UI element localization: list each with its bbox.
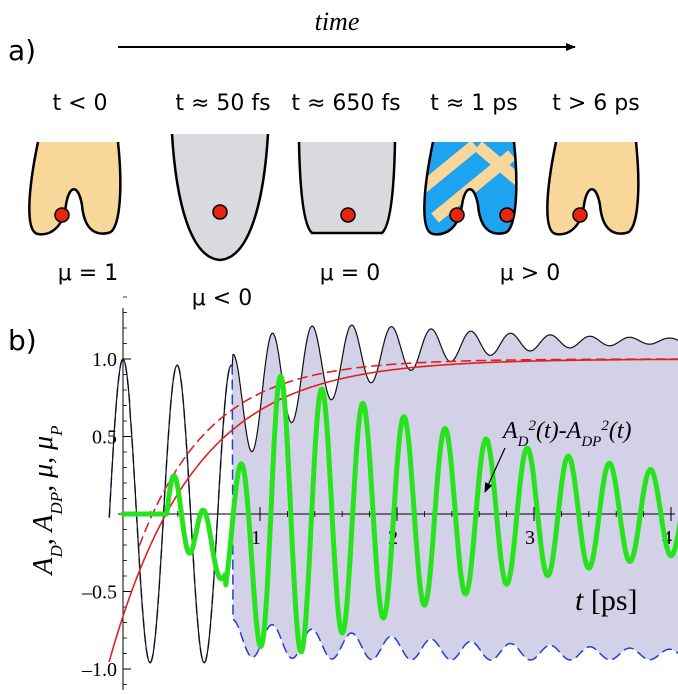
- potential-well-1: [28, 141, 122, 236]
- mu-label-1: μ = 1: [58, 261, 118, 286]
- potential-well-5: [546, 141, 640, 236]
- annotation-arrow: [484, 447, 506, 493]
- time-label: time: [315, 7, 360, 36]
- y-axis-label: AD, ADP, μ, μP: [28, 425, 66, 576]
- stage-time-1: t < 0: [52, 91, 107, 116]
- y-tick-label: 0.5: [92, 427, 117, 449]
- plot-area: 1.00.5–0.5–1.01 2 3 4: [81, 296, 678, 690]
- x-tick-label: 1: [251, 527, 261, 549]
- axis-ticks: [123, 296, 672, 685]
- potential-well-2: [170, 133, 270, 262]
- stage-time-2: t ≈ 50 fs: [175, 91, 270, 116]
- particle: [54, 207, 70, 223]
- particle: [499, 207, 515, 223]
- panel-a-label: a): [8, 34, 36, 67]
- mu-label-3: μ = 0: [320, 261, 380, 286]
- particle: [212, 204, 228, 220]
- series-line: [138, 358, 678, 547]
- particle: [449, 207, 465, 223]
- mu-label-2: μ < 0: [192, 286, 252, 311]
- stage-time-4: t ≈ 1 ps: [430, 91, 517, 116]
- series-line: [108, 358, 678, 664]
- potential-well-3: [297, 141, 397, 235]
- panel-b-label: b): [8, 324, 37, 357]
- x-tick-label: 3: [525, 527, 535, 549]
- y-tick-label: 1.0: [92, 349, 117, 371]
- y-tick-label: –1.0: [81, 659, 117, 681]
- data-series: [108, 324, 678, 664]
- excitation-stripes: [424, 142, 517, 223]
- mu-label-4: μ > 0: [500, 261, 560, 286]
- particle: [340, 207, 356, 223]
- stage-time-3: t ≈ 650 fs: [291, 91, 400, 116]
- potential-well-4: [423, 141, 518, 236]
- y-tick-label: –0.5: [81, 582, 117, 604]
- annotation-label: AD2(t)-ADP2(t): [501, 418, 631, 450]
- x-axis-label: t [ps]: [575, 584, 638, 617]
- series-line: [108, 324, 678, 664]
- particle: [572, 207, 588, 223]
- series-line: [120, 373, 678, 655]
- stage-time-5: t > 6 ps: [552, 91, 639, 116]
